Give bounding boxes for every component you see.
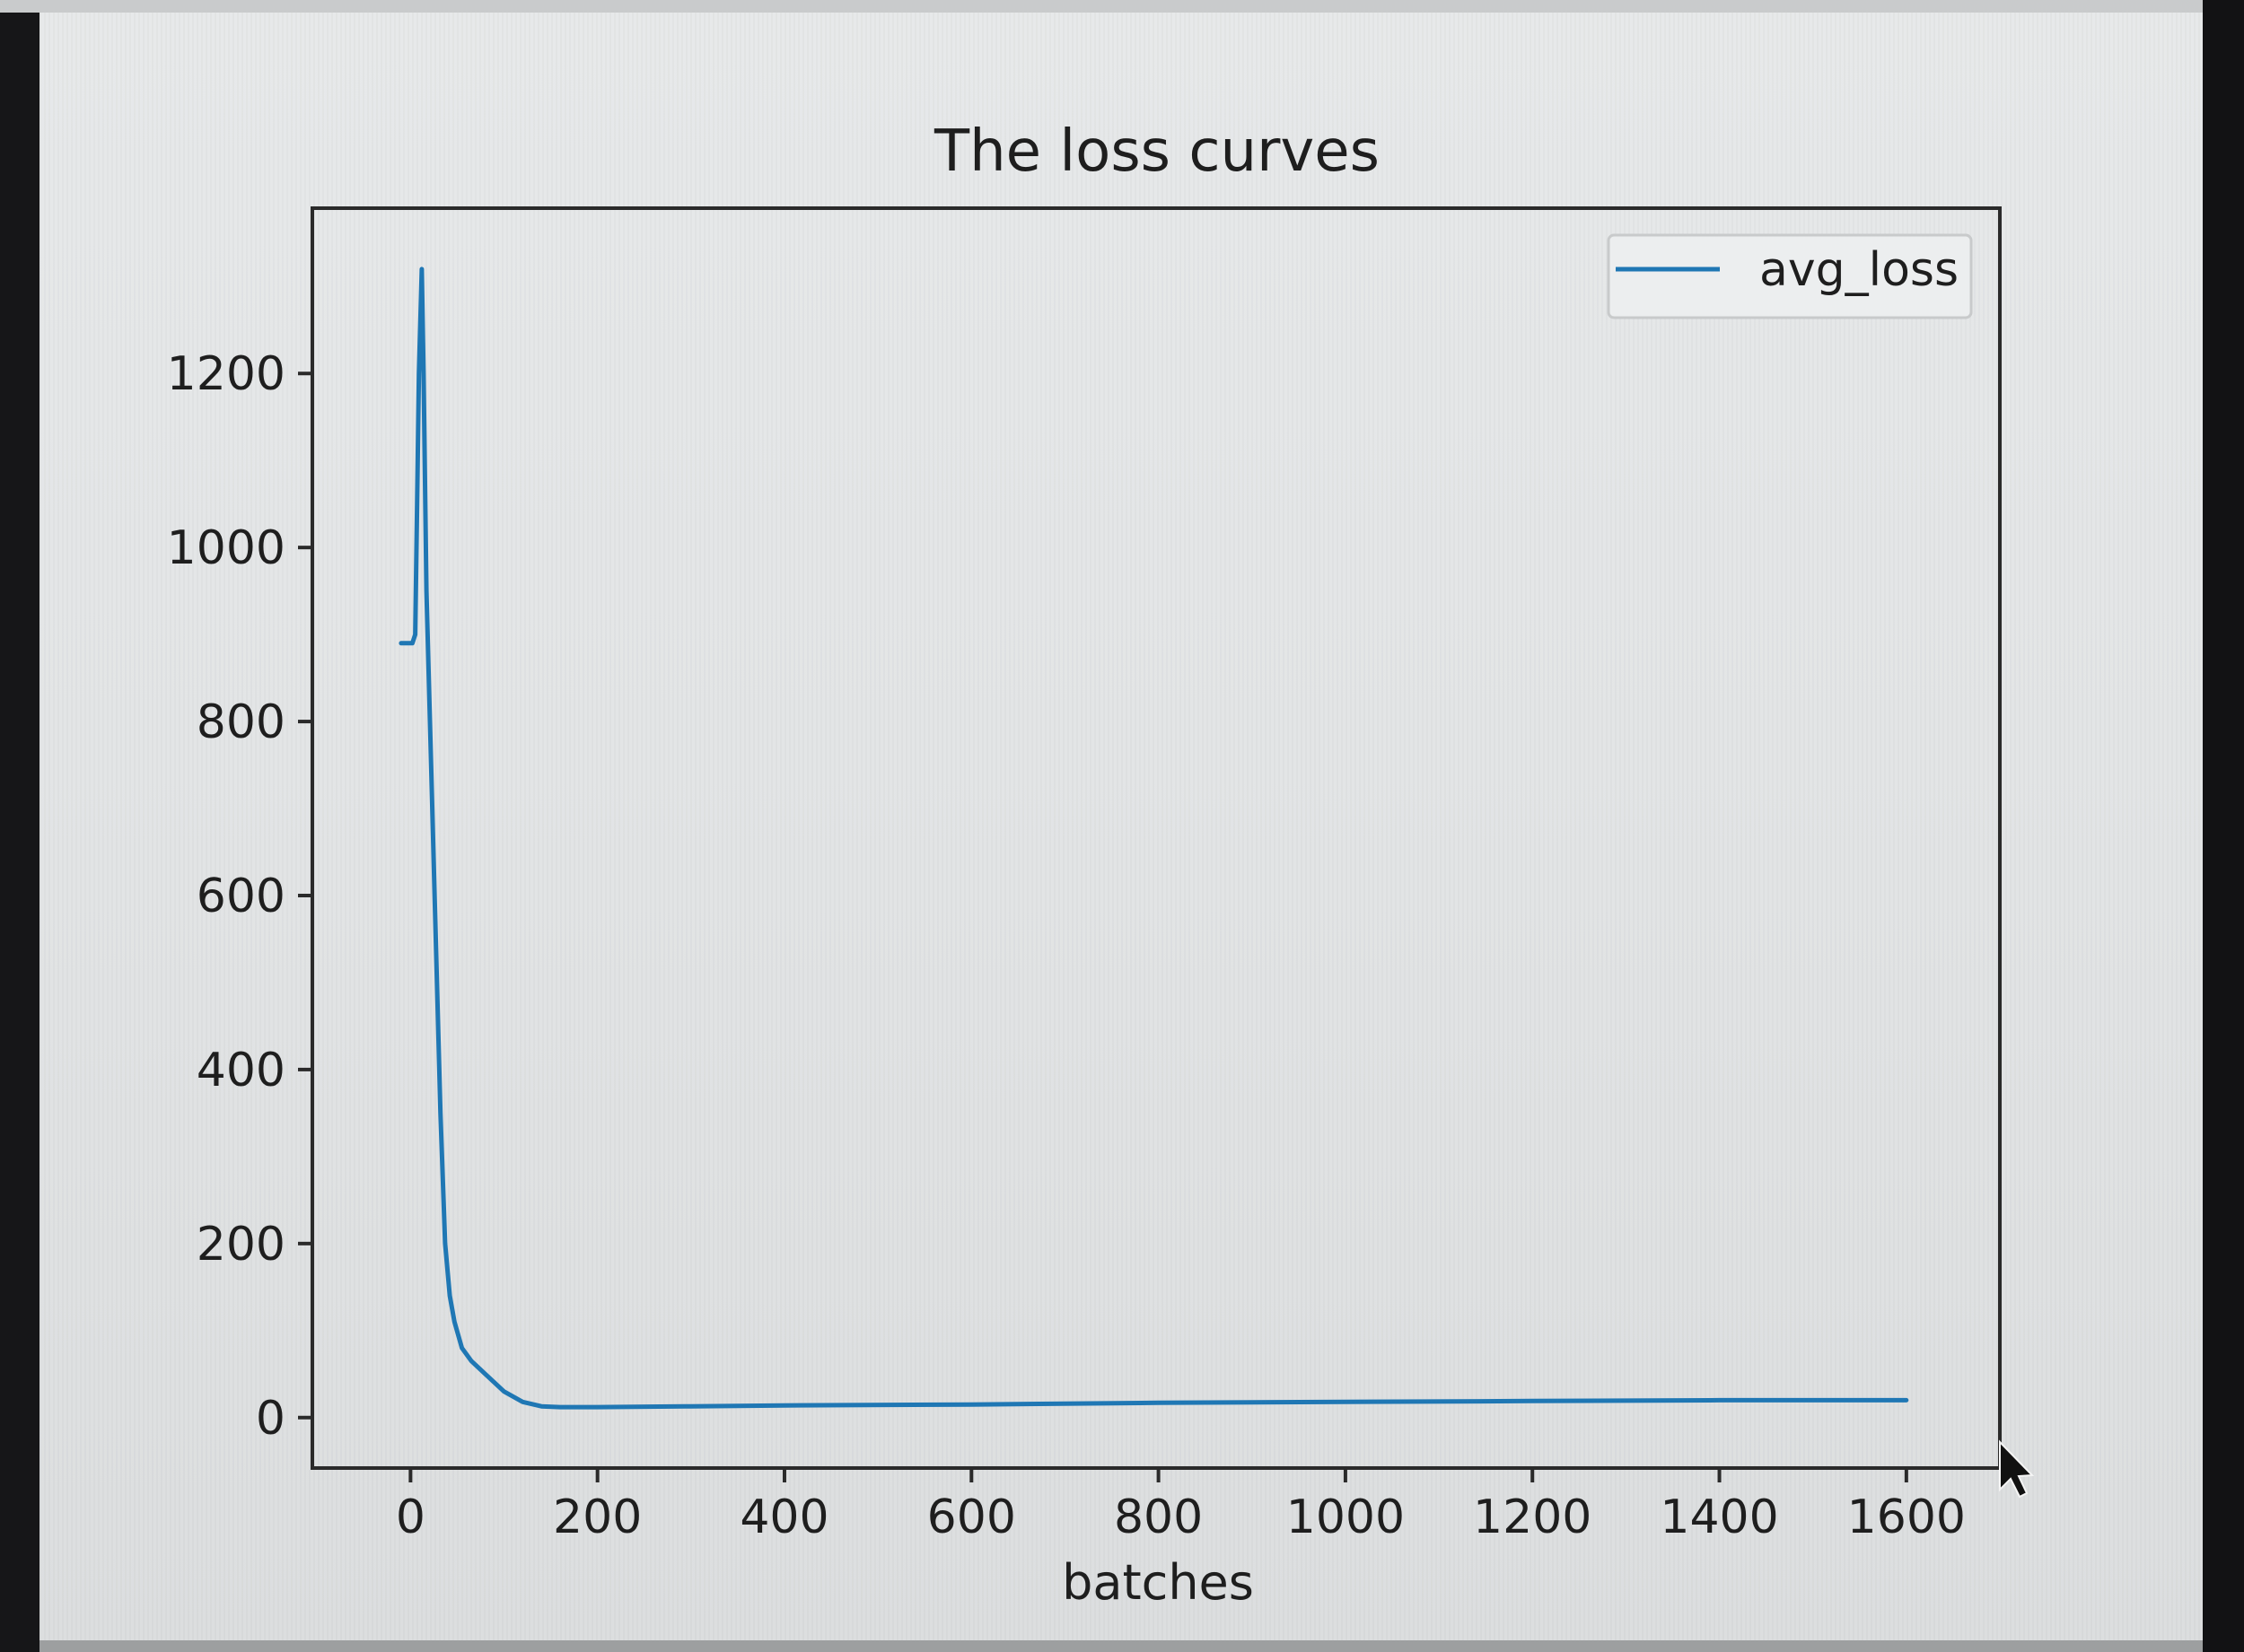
legend-box	[1607, 233, 1973, 319]
y-axis-ticks: 0 200 400 600 800 1000 1200	[167, 347, 312, 1446]
x-tick-label-1200: 1200	[1473, 1490, 1591, 1544]
monitor-top-edge	[0, 0, 2244, 13]
mouse-cursor-icon	[1999, 1439, 2035, 1499]
monitor-bottom-edge	[39, 1640, 2203, 1652]
x-tick-label-0: 0	[396, 1490, 425, 1544]
x-tick-label-200: 200	[553, 1490, 642, 1544]
y-tick-label-200: 200	[197, 1218, 285, 1272]
y-tick-label-1200: 1200	[167, 347, 285, 401]
monitor-right-edge	[2203, 0, 2244, 1652]
y-tick-label-1000: 1000	[167, 521, 285, 575]
y-tick-label-800: 800	[197, 695, 285, 749]
x-tick-label-400: 400	[740, 1490, 828, 1544]
x-tick-label-800: 800	[1114, 1490, 1203, 1544]
x-tick-label-1000: 1000	[1286, 1490, 1405, 1544]
plot-frame	[311, 206, 2002, 1470]
series-lines	[399, 267, 1909, 1410]
axes	[311, 206, 2002, 1470]
chart-title: The loss curves	[934, 118, 1380, 185]
y-tick-label-0: 0	[256, 1392, 285, 1446]
legend: avg_loss	[1607, 233, 1973, 319]
y-tick-label-600: 600	[197, 870, 285, 923]
x-tick-label-1600: 1600	[1847, 1490, 1966, 1544]
series-line-avg-loss	[399, 267, 1909, 1410]
y-tick-label-400: 400	[197, 1044, 285, 1097]
x-axis-ticks: 0 200 400 600 800 1000 1200 1400 1600	[396, 1468, 1966, 1544]
legend-label-avg-loss: avg_loss	[1759, 243, 1959, 297]
x-axis-label: batches	[1062, 1554, 1254, 1611]
x-tick-label-1400: 1400	[1660, 1490, 1778, 1544]
x-tick-label-600: 600	[927, 1490, 1016, 1544]
